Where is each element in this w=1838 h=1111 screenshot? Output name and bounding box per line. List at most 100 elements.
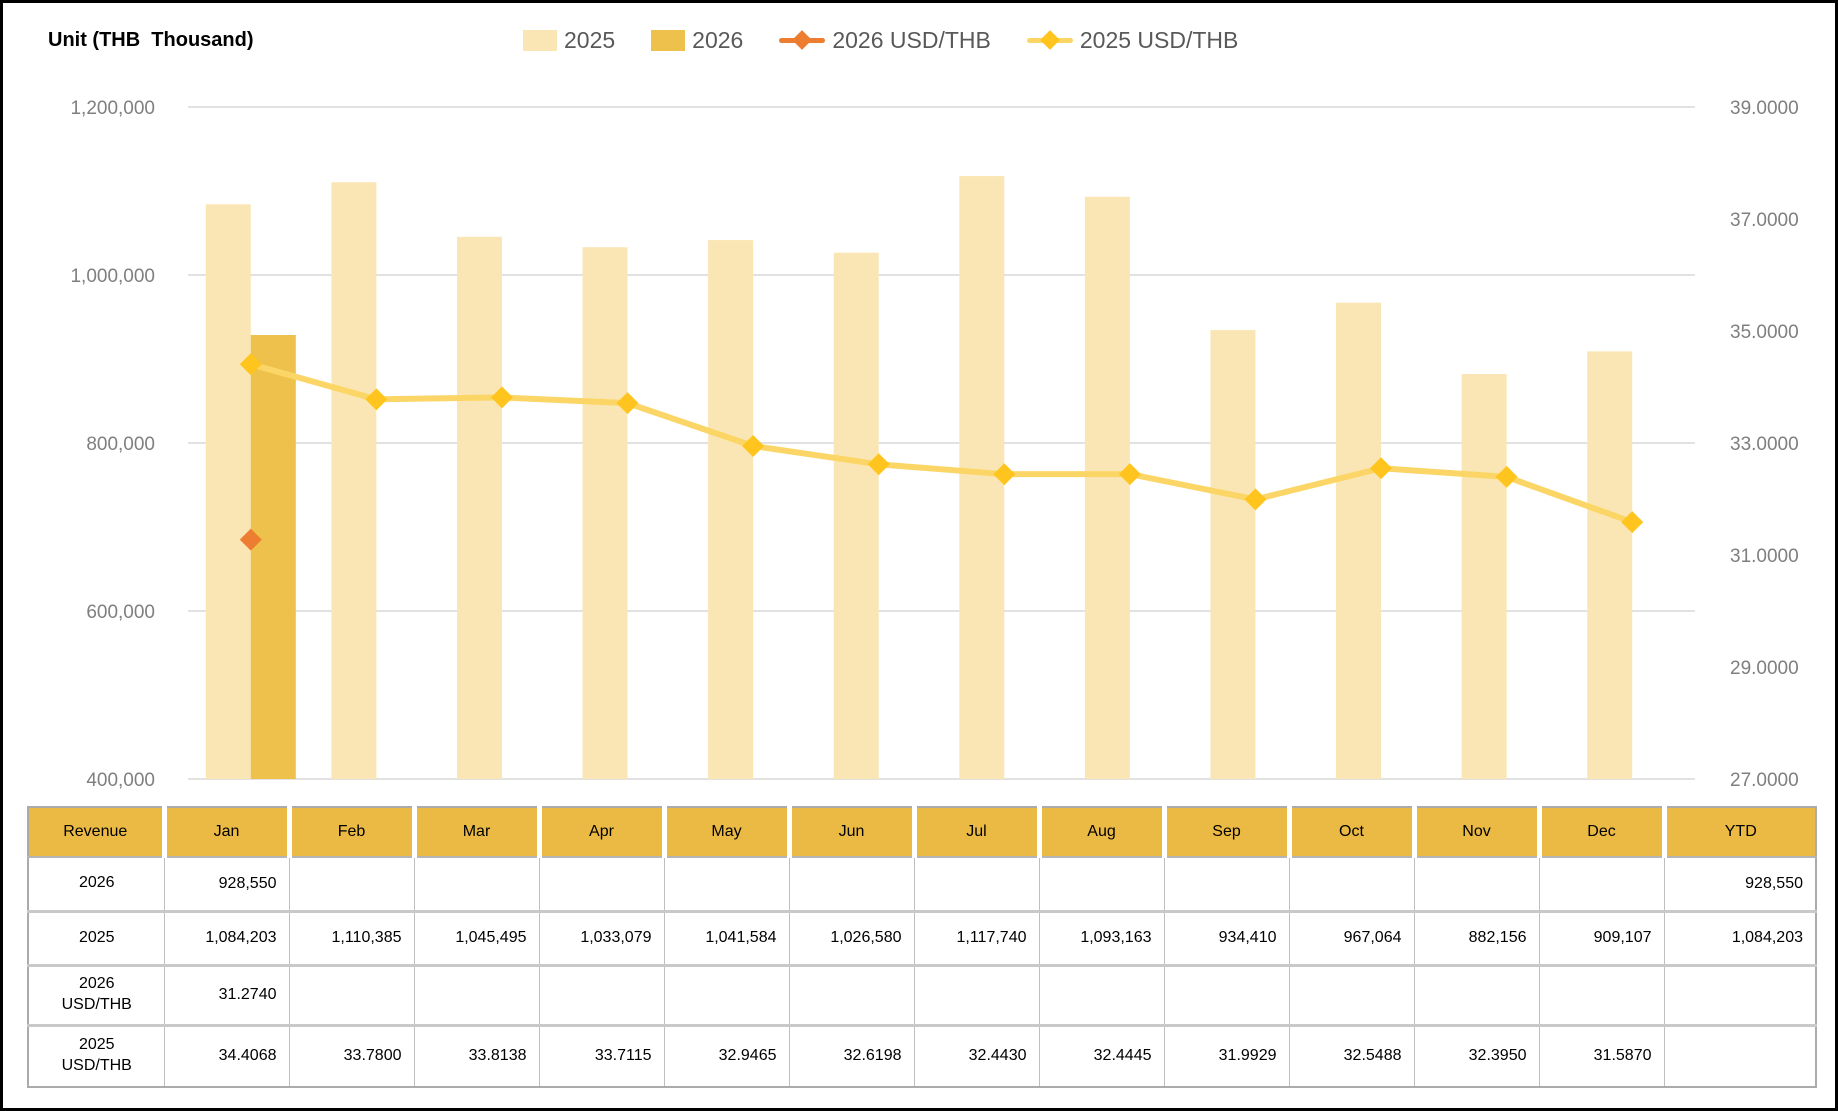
cell-jul: 1,117,740: [913, 911, 1039, 967]
cell-dec: [1538, 965, 1664, 1027]
marker-2025 USD/THB-Nov[interactable]: [1495, 465, 1518, 488]
table-header-feb: Feb: [286, 806, 414, 858]
cell-aug: 1,093,163: [1038, 911, 1164, 967]
cell-nov: [1413, 857, 1539, 913]
cell-sep: [1163, 857, 1289, 913]
bar-2025-Mar[interactable]: [456, 236, 502, 780]
marker-2026 USD/THB-Jan[interactable]: [239, 528, 262, 551]
cell-aug: [1038, 965, 1164, 1027]
cell-sep: 934,410: [1163, 911, 1289, 967]
left-axis-tick: 400,000: [86, 770, 155, 791]
bar-2025-May[interactable]: [708, 240, 754, 779]
legend-label: 2025 USD/THB: [1079, 26, 1239, 53]
cell-apr: [538, 965, 664, 1027]
legend-bar-swatch-icon: [523, 29, 557, 51]
legend-item-2025-usd-thb[interactable]: 2025 USD/THB: [1026, 26, 1239, 54]
cell-apr: 33.7115: [538, 1025, 664, 1088]
table-header-sep: Sep: [1161, 806, 1289, 858]
bar-2025-Jan[interactable]: [205, 204, 251, 780]
legend-item-2025[interactable]: 2025: [523, 27, 615, 54]
table-header-row: Revenue Jan Feb Mar Apr May Jun Jul Aug Sep Oct Nov…: [27, 806, 1817, 858]
bar-2025-Feb[interactable]: [331, 182, 377, 779]
legend-label: 2025: [564, 26, 616, 53]
cell-nov: 32.3950: [1413, 1025, 1539, 1088]
table-header-dec: Dec: [1536, 806, 1664, 858]
bar-2025-Sep[interactable]: [1210, 330, 1256, 779]
bar-2025-Oct[interactable]: [1336, 302, 1382, 779]
chart-svg: 1,200,000 1,000,000 800,000 600,000 400,000 3…: [70, 98, 1799, 791]
marker-2025 USD/THB-Mar[interactable]: [490, 386, 513, 409]
table-header-ytd: YTD: [1661, 806, 1817, 858]
cell-jan: 1,084,203: [163, 911, 289, 967]
cell-may: [663, 857, 789, 913]
left-axis-tick: 1,200,000: [70, 98, 155, 119]
data-table: Revenue Jan Feb Mar Apr May Jun Jul Aug Sep Oct Nov…: [27, 806, 1817, 1088]
cell-jul: 32.4430: [913, 1025, 1039, 1088]
table-header-mar: Mar: [411, 806, 539, 858]
legend-label: 2026: [692, 26, 744, 53]
row-label: 2026 USD/THB: [27, 965, 164, 1027]
bar-2025-Dec[interactable]: [1587, 351, 1633, 779]
marker-2025 USD/THB-Sep[interactable]: [1244, 488, 1267, 511]
cell-aug: [1038, 857, 1164, 913]
bar-2025-Jun[interactable]: [833, 252, 879, 780]
table-header-aug: Aug: [1036, 806, 1164, 858]
marker-2025 USD/THB-Feb[interactable]: [365, 388, 388, 411]
cell-oct: 32.5488: [1288, 1025, 1414, 1088]
cell-nov: 882,156: [1413, 911, 1539, 967]
cell-apr: [538, 857, 664, 913]
cell-mar: [413, 965, 539, 1027]
cell-ytd: [1663, 965, 1817, 1027]
left-axis-tick: 800,000: [86, 434, 155, 455]
cell-feb: 33.7800: [288, 1025, 414, 1088]
table-header-revenue: Revenue: [27, 806, 164, 858]
marker-2025 USD/THB-Apr[interactable]: [616, 392, 639, 415]
bar-2025-Aug[interactable]: [1084, 196, 1130, 780]
cell-ytd: [1663, 1025, 1817, 1088]
bar-2026-Jan[interactable]: [250, 335, 296, 779]
marker-2025 USD/THB-Jun[interactable]: [867, 453, 890, 476]
table-row-2026: 2026 928,550 928,550: [27, 857, 1817, 913]
table-header-jun: Jun: [786, 806, 914, 858]
right-axis-tick: 39.0000: [1730, 98, 1799, 119]
cell-ytd: 928,550: [1663, 857, 1817, 913]
cell-mar: 1,045,495: [413, 911, 539, 967]
cell-mar: [413, 857, 539, 913]
cell-may: [663, 965, 789, 1027]
marker-2025 USD/THB-Aug[interactable]: [1118, 463, 1141, 486]
table-row-2025-usd-thb: 2025 USD/THB 34.4068 33.7800 33.8138 33.7115…: [27, 1025, 1817, 1088]
marker-2025 USD/THB-Dec[interactable]: [1621, 511, 1644, 534]
bar-2025-Nov[interactable]: [1461, 373, 1507, 779]
table-header-nov: Nov: [1411, 806, 1539, 858]
cell-feb: [288, 965, 414, 1027]
table-header-apr: Apr: [536, 806, 664, 858]
cell-jun: [788, 965, 914, 1027]
marker-2025 USD/THB-Jul[interactable]: [993, 463, 1016, 486]
cell-dec: 31.5870: [1538, 1025, 1664, 1088]
legend-item-2026-usd-thb[interactable]: 2026 USD/THB: [779, 27, 991, 54]
cell-ytd: 1,084,203: [1663, 911, 1817, 967]
marker-2025 USD/THB-Oct[interactable]: [1370, 457, 1393, 480]
bar-2025-Apr[interactable]: [582, 247, 628, 780]
cell-may: 32.9465: [663, 1025, 789, 1088]
chart-title: Unit (THB Thousand): [48, 29, 254, 51]
cell-feb: [288, 857, 414, 913]
cell-sep: [1163, 965, 1289, 1027]
cell-apr: 1,033,079: [538, 911, 664, 967]
cell-jan: 34.4068: [163, 1025, 289, 1088]
table-row-2026-usd-thb: 2026 USD/THB 31.2740: [27, 965, 1817, 1027]
line-2025 USD/THB[interactable]: [247, 361, 1636, 526]
marker-2025 USD/THB-May[interactable]: [742, 434, 765, 457]
left-axis-tick: 600,000: [86, 602, 155, 623]
cell-jul: [913, 965, 1039, 1027]
cell-mar: 33.8138: [413, 1025, 539, 1088]
marker-2025 USD/THB-Jan[interactable]: [239, 353, 262, 376]
legend-line-swatch-icon: [1026, 29, 1073, 52]
table-header-may: May: [661, 806, 789, 858]
cell-jun: [788, 857, 914, 913]
legend-item-2026[interactable]: 2026: [651, 27, 743, 54]
table-header-jul: Jul: [911, 806, 1039, 858]
cell-aug: 32.4445: [1038, 1025, 1164, 1088]
cell-may: 1,041,584: [663, 911, 789, 967]
